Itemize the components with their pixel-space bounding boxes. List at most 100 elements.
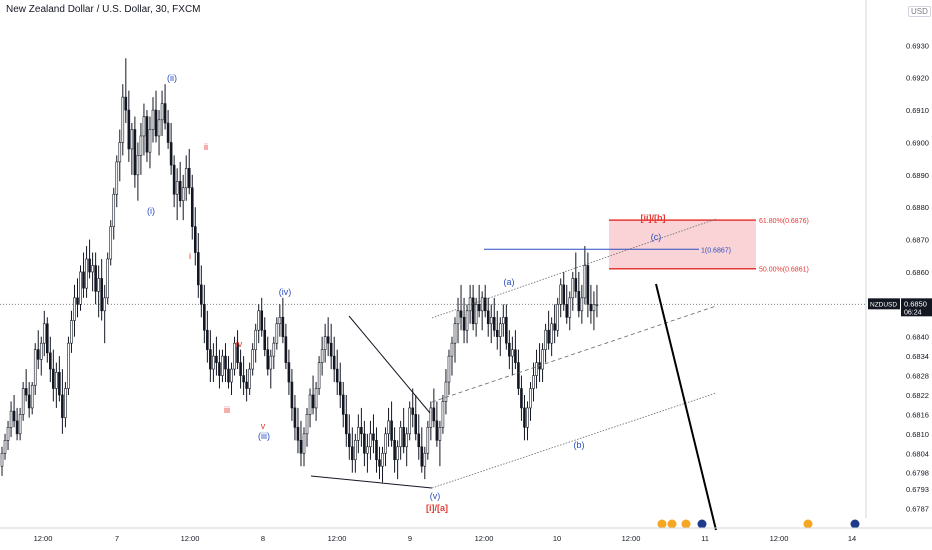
candle-body (0, 452, 4, 467)
candle-body (127, 109, 131, 150)
candle-body (511, 349, 514, 357)
candle-body (245, 381, 248, 389)
candle-body (85, 258, 88, 289)
candle-body (366, 446, 369, 454)
candle-body (187, 168, 191, 189)
candle-body (471, 297, 475, 325)
candle-body (67, 342, 70, 389)
time-tick-label: 9 (408, 534, 412, 543)
candle-body (347, 433, 351, 448)
wave-label: v (261, 421, 266, 431)
candle-body (130, 129, 134, 150)
candle-body (492, 316, 496, 331)
candle-body (338, 381, 342, 396)
price-tag-value: 0.6850 (904, 299, 927, 308)
candle-body (172, 164, 176, 195)
chart-title: New Zealand Dollar / U.S. Dollar, 30, FX… (6, 4, 201, 15)
candle-body (429, 407, 433, 428)
wave-label: iii (224, 405, 230, 415)
event-icon (680, 518, 692, 530)
candle-body (52, 368, 55, 389)
wave-label: [ii]/[b] (641, 213, 666, 223)
candle-body (577, 291, 581, 312)
candle-body (79, 271, 82, 305)
wave-label: i (189, 251, 191, 261)
channel-upper (431, 218, 717, 319)
candle-body (42, 323, 46, 344)
candle-body (480, 297, 484, 312)
candle-body (583, 265, 587, 299)
candle-body (402, 427, 405, 448)
wedge-lower (310, 475, 433, 489)
candle-body (209, 349, 212, 370)
candle-body (405, 433, 408, 448)
candle-body (505, 316, 508, 344)
candle-body (441, 401, 445, 428)
time-tick-label: 12:00 (34, 534, 53, 543)
price-tick-label: 0.6793 (906, 485, 929, 494)
candle-body (278, 316, 282, 325)
candle-body (535, 362, 538, 376)
candle-body (193, 226, 197, 253)
candle-body (233, 342, 236, 370)
wave-label: [i]/[a] (426, 503, 448, 513)
candle-body (118, 142, 122, 163)
candle-body (399, 427, 402, 448)
candle-body (49, 352, 52, 370)
candle-body (166, 122, 170, 143)
candle-body (181, 187, 185, 202)
candle-body (320, 349, 324, 363)
candle-body (393, 439, 396, 461)
candle-body (254, 329, 257, 350)
candle-body (544, 329, 547, 350)
candle-body (251, 349, 254, 370)
candle-body (88, 258, 91, 273)
wave-label: (a) (504, 277, 515, 287)
candle-body (287, 362, 291, 383)
candle-body (154, 109, 158, 137)
price-axis: 0.6930 0.6920 0.6910 0.6900 0.6890 0.6880 0.68… (865, 0, 932, 550)
candle-body (335, 368, 339, 383)
price-axis-bg (866, 0, 932, 550)
candle-body (574, 278, 578, 292)
candle-body (375, 439, 378, 461)
candle-body (94, 265, 97, 292)
price-tick-label: 0.6816 (906, 410, 929, 419)
candle-body (372, 433, 375, 441)
candle-body (218, 362, 221, 376)
candle-body (145, 116, 149, 153)
candle-body (221, 355, 224, 376)
candle-body (39, 342, 43, 360)
candle-body (323, 336, 327, 350)
candle-body (502, 316, 505, 325)
candle-body (411, 407, 415, 415)
candle-body (45, 323, 49, 354)
candles (0, 58, 599, 483)
candle-body (248, 368, 251, 389)
candle-body (326, 336, 330, 344)
fib-ext-label: 1(0.6867) (701, 247, 731, 254)
candle-body (76, 297, 79, 305)
candle-body (290, 381, 294, 409)
price-tick-label: 0.6870 (906, 236, 929, 245)
time-tick-label: 11 (701, 534, 709, 543)
price-tick-label: 0.6930 (906, 41, 929, 50)
symbol-tag-text: NZDUSD (870, 301, 897, 308)
candle-body (100, 278, 103, 312)
candle-body (456, 310, 460, 325)
price-tag (901, 298, 932, 317)
channel-lower (431, 392, 717, 489)
candle-body (308, 394, 312, 415)
candle-body (15, 420, 19, 435)
currency-badge[interactable]: USD (908, 6, 931, 17)
candle-body (212, 355, 215, 370)
fib-50-label: 50.00%(0.6861) (759, 267, 809, 274)
time-tick-label: 10 (553, 534, 561, 543)
candle-body (203, 304, 206, 331)
candle-body (438, 427, 442, 441)
price-tick-label: 0.6804 (906, 449, 929, 458)
candle-body (498, 323, 502, 337)
candle-body (311, 394, 315, 409)
candle-body (384, 433, 387, 454)
